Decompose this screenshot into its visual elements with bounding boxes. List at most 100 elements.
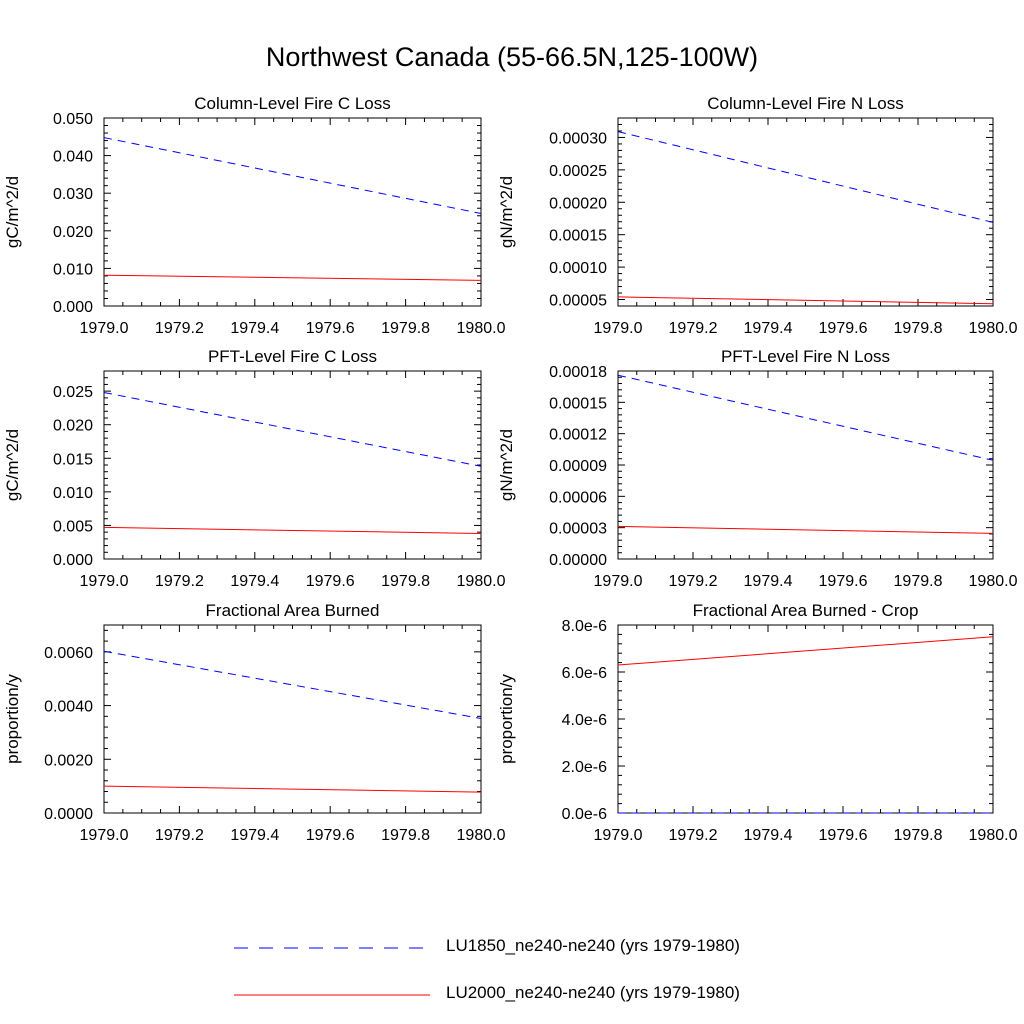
- x-tick-label: 1979.4: [230, 827, 279, 844]
- y-tick-label: 0.000: [53, 552, 93, 569]
- x-tick-label: 1979.6: [819, 320, 868, 337]
- x-tick-label: 1980.0: [969, 827, 1018, 844]
- x-tick-label: 1979.8: [381, 827, 430, 844]
- x-tick-label: 1979.6: [306, 320, 355, 337]
- x-tick-label: 1979.2: [669, 320, 718, 337]
- x-tick-label: 1979.6: [819, 827, 868, 844]
- plot-frame: [617, 370, 994, 560]
- y-tick-label: 0.00010: [549, 260, 607, 277]
- x-tick-label: 1979.6: [819, 573, 868, 590]
- series-line-lu2000: [103, 526, 482, 534]
- y-tick-label: 0.0040: [44, 699, 93, 716]
- y-axis-label: gC/m^2/d: [3, 429, 22, 501]
- x-tick-label: 1980.0: [457, 320, 506, 337]
- x-tick-label: 1979.8: [894, 827, 943, 844]
- x-tick-label: 1979.2: [155, 320, 204, 337]
- y-tick-label: 8.0e-6: [562, 618, 607, 635]
- series-line-lu1850: [103, 392, 482, 467]
- y-tick-label: 0.00025: [549, 163, 607, 180]
- chart-panel-2: 1979.0 1979.2 1979.4 1979.6 1979.8 1980.0 0.00…: [497, 94, 1018, 337]
- y-tick-label: 0.00006: [549, 489, 607, 506]
- x-tick-label: 1979.8: [894, 320, 943, 337]
- y-tick-label: 0.0060: [44, 645, 93, 662]
- y-tick-label: 0.00020: [549, 195, 607, 212]
- y-tick-label: 0.020: [53, 224, 93, 241]
- panel-title: Column-Level Fire C Loss: [194, 94, 391, 113]
- series-line-lu2000: [617, 296, 994, 305]
- series-line-lu2000: [103, 274, 482, 281]
- x-tick-label: 1979.2: [155, 573, 204, 590]
- series-line-lu2000: [617, 636, 994, 666]
- y-axis-label: gC/m^2/d: [3, 176, 22, 248]
- y-tick-label: 0.010: [53, 485, 93, 502]
- x-tick-label: 1979.2: [669, 827, 718, 844]
- x-tick-label: 1979.4: [744, 320, 793, 337]
- series-line-lu1850: [617, 131, 994, 223]
- x-tick-label: 1979.0: [594, 320, 643, 337]
- y-tick-label: 0.0000: [44, 806, 93, 823]
- chart-panel-6: 1979.0 1979.2 1979.4 1979.6 1979.8 1980.0 0.0e…: [497, 601, 1018, 844]
- y-tick-label: 0.00012: [549, 427, 607, 444]
- y-tick-label: 0.025: [53, 384, 93, 401]
- y-tick-label: 2.0e-6: [562, 759, 607, 776]
- x-tick-label: 1979.0: [594, 827, 643, 844]
- chart-panel-1: 1979.0 1979.2 1979.4 1979.6 1979.8 1980.0 0.00…: [3, 94, 506, 337]
- x-tick-label: 1980.0: [969, 320, 1018, 337]
- y-tick-label: 6.0e-6: [562, 665, 607, 682]
- y-tick-label: 0.00018: [549, 364, 607, 381]
- series-line-lu1850: [617, 374, 994, 461]
- y-tick-label: 0.00009: [549, 458, 607, 475]
- x-tick-label: 1979.4: [744, 827, 793, 844]
- panel-title: PFT-Level Fire C Loss: [208, 347, 377, 366]
- page-title: Northwest Canada (55-66.5N,125-100W): [265, 42, 759, 72]
- x-tick-label: 1979.4: [744, 573, 793, 590]
- chart-panel-4: 1979.0 1979.2 1979.4 1979.6 1979.8 1980.0 0.00…: [497, 347, 1018, 590]
- x-tick-label: 1979.4: [230, 573, 279, 590]
- y-tick-label: 0.00003: [549, 521, 607, 538]
- series-line-lu2000: [103, 785, 482, 793]
- y-tick-label: 0.0020: [44, 752, 93, 769]
- legend-label-lu2000: LU2000_ne240-ne240 (yrs 1979-1980): [446, 983, 740, 1002]
- plot-frame: [617, 624, 994, 814]
- y-tick-label: 0.00015: [549, 395, 607, 412]
- panel-title: PFT-Level Fire N Loss: [721, 347, 890, 366]
- y-tick-label: 0.040: [53, 149, 93, 166]
- y-tick-label: 0.005: [53, 518, 93, 535]
- x-tick-label: 1979.0: [80, 320, 129, 337]
- series-line-lu1850: [103, 650, 482, 719]
- chart-panel-5: 1979.0 1979.2 1979.4 1979.6 1979.8 1980.0 0.00…: [3, 601, 506, 844]
- y-tick-label: 0.00005: [549, 293, 607, 310]
- legend-line-dashed: [234, 947, 430, 949]
- y-tick-label: 0.020: [53, 418, 93, 435]
- x-tick-label: 1979.0: [80, 827, 129, 844]
- y-tick-label: 0.030: [53, 186, 93, 203]
- x-tick-label: 1980.0: [457, 573, 506, 590]
- x-tick-label: 1979.2: [155, 827, 204, 844]
- y-tick-label: 4.0e-6: [562, 712, 607, 729]
- legend-line-solid: [234, 994, 430, 996]
- x-tick-label: 1979.2: [669, 573, 718, 590]
- y-axis-label: proportion/y: [3, 674, 22, 764]
- x-tick-label: 1979.6: [306, 827, 355, 844]
- x-tick-label: 1979.8: [381, 320, 430, 337]
- panel-title: Fractional Area Burned - Crop: [693, 601, 919, 620]
- x-tick-label: 1979.0: [594, 573, 643, 590]
- plot-frame: [617, 117, 994, 307]
- y-tick-label: 0.015: [53, 451, 93, 468]
- x-tick-label: 1979.0: [80, 573, 129, 590]
- y-tick-label: 0.00030: [549, 130, 607, 147]
- y-tick-label: 0.010: [53, 261, 93, 278]
- x-tick-label: 1980.0: [457, 827, 506, 844]
- y-axis-label: gN/m^2/d: [497, 176, 516, 248]
- y-tick-label: 0.050: [53, 111, 93, 128]
- y-tick-label: 0.0e-6: [562, 806, 607, 823]
- x-tick-label: 1979.8: [894, 573, 943, 590]
- panel-title: Fractional Area Burned: [206, 601, 380, 620]
- y-tick-label: 0.00015: [549, 228, 607, 245]
- y-tick-label: 0.00000: [549, 552, 607, 569]
- y-axis-label: proportion/y: [497, 674, 516, 764]
- x-tick-label: 1979.6: [306, 573, 355, 590]
- chart-panel-3: 1979.0 1979.2 1979.4 1979.6 1979.8 1980.0 0.00…: [3, 347, 506, 590]
- series-line-lu2000: [617, 525, 994, 534]
